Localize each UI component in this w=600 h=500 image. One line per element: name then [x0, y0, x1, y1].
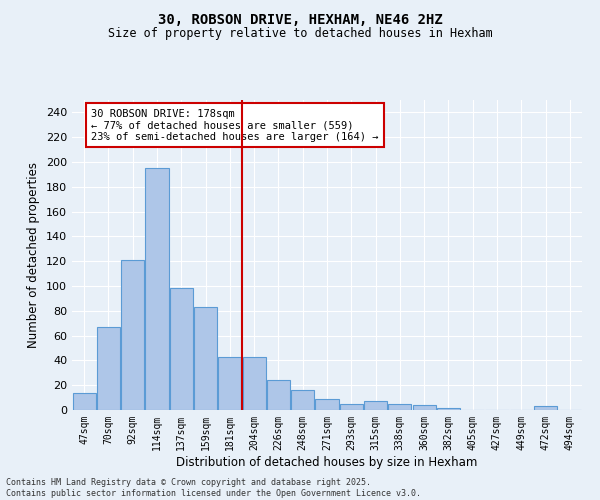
Bar: [73, 392, 95, 410]
X-axis label: Distribution of detached houses by size in Hexham: Distribution of detached houses by size …: [176, 456, 478, 468]
Bar: [194, 307, 217, 410]
Y-axis label: Number of detached properties: Number of detached properties: [28, 162, 40, 348]
Bar: [218, 356, 241, 410]
Bar: [340, 404, 363, 410]
Bar: [364, 402, 387, 410]
Bar: [97, 327, 120, 410]
Text: 30, ROBSON DRIVE, HEXHAM, NE46 2HZ: 30, ROBSON DRIVE, HEXHAM, NE46 2HZ: [158, 12, 442, 26]
Bar: [534, 406, 557, 410]
Bar: [388, 404, 412, 410]
Bar: [170, 288, 193, 410]
Bar: [316, 399, 338, 410]
Bar: [121, 260, 144, 410]
Text: Contains HM Land Registry data © Crown copyright and database right 2025.
Contai: Contains HM Land Registry data © Crown c…: [6, 478, 421, 498]
Bar: [145, 168, 169, 410]
Bar: [267, 380, 290, 410]
Bar: [437, 408, 460, 410]
Bar: [413, 405, 436, 410]
Bar: [291, 390, 314, 410]
Text: 30 ROBSON DRIVE: 178sqm
← 77% of detached houses are smaller (559)
23% of semi-d: 30 ROBSON DRIVE: 178sqm ← 77% of detache…: [91, 108, 379, 142]
Text: Size of property relative to detached houses in Hexham: Size of property relative to detached ho…: [107, 28, 493, 40]
Bar: [242, 356, 266, 410]
